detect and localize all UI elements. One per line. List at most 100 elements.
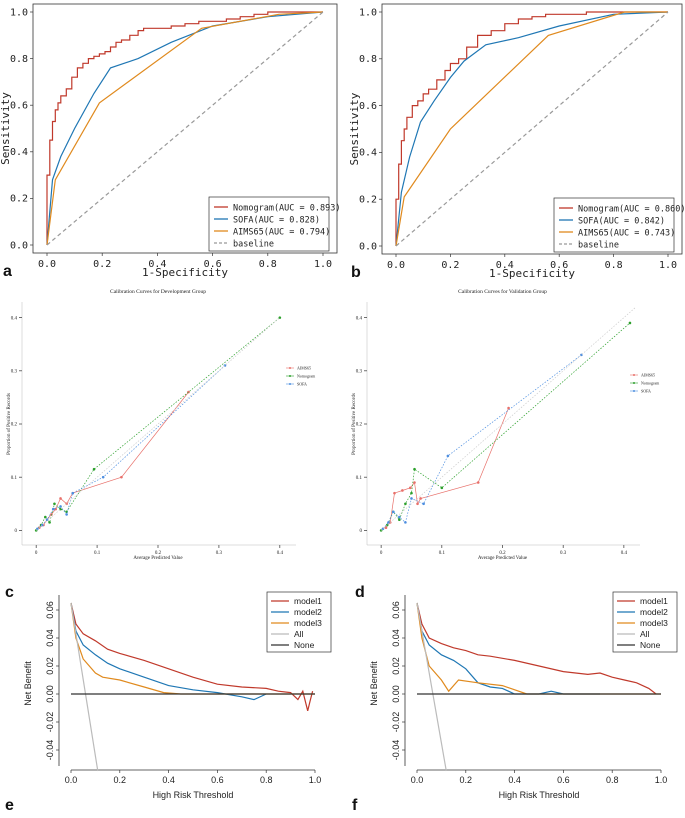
y-axis-label: Sensitivity <box>0 92 12 165</box>
series-line-ideal <box>35 317 281 531</box>
x-tick-label: 1.0 <box>659 260 677 271</box>
x-tick-label: 1.0 <box>309 775 322 785</box>
y-tick-label: 1.0 <box>359 7 377 18</box>
panel-label-a: a <box>3 263 12 280</box>
panel-label-b: b <box>351 264 361 281</box>
data-point-aims65 <box>384 526 388 530</box>
panel-label-c: c <box>5 584 14 601</box>
series-line-model2 <box>416 602 600 695</box>
chart-b: 0.0 0.2 0.4 0.6 0.8 1.0 0.0 0.2 0.4 0.6 0.8 1.0 1-Sp… <box>348 3 685 280</box>
legend-label: AIMS65 <box>297 366 311 371</box>
legend-marker <box>633 382 635 384</box>
x-tick-label: 1.0 <box>655 775 668 785</box>
legend-box <box>612 591 678 653</box>
y-tick-label: 0.06 <box>391 601 401 619</box>
legend-label: SOFA(AUC = 0.842) <box>578 217 665 227</box>
series-line-aims65 <box>39 391 189 528</box>
y-tick-label: 0.02 <box>45 657 55 675</box>
y-tick-label: 0.3 <box>356 369 363 374</box>
legend-box <box>266 591 332 653</box>
series-line-ideal <box>380 306 637 531</box>
x-tick-label: 0.8 <box>606 775 619 785</box>
y-tick-label: 0.2 <box>10 194 28 205</box>
series-line-nomogram <box>395 11 668 246</box>
y-tick-label: 1.0 <box>10 7 28 18</box>
y-tick-label: 0.1 <box>11 476 18 481</box>
data-point-aims65 <box>401 489 404 492</box>
x-axis-label: 1-Specificity <box>489 267 575 280</box>
y-tick-label: 0.2 <box>359 195 377 206</box>
y-tick-label: 0.0 <box>359 241 377 252</box>
plot-frame <box>381 3 683 255</box>
y-tick-label: 0.00 <box>391 685 401 703</box>
x-tick-label: 0.0 <box>38 259 56 270</box>
legend-marker <box>633 374 635 376</box>
data-point-aims65 <box>416 502 419 506</box>
legend-marker <box>289 375 291 377</box>
series-line-nomogram <box>46 11 323 245</box>
x-tick-label: 0.6 <box>211 775 224 785</box>
data-point-sofa <box>101 475 105 479</box>
x-tick-label: 0.2 <box>93 259 111 270</box>
x-tick-label: 0.6 <box>557 775 570 785</box>
legend-label: None <box>640 640 661 650</box>
x-tick-label: 0.2 <box>499 551 506 556</box>
series-line-all <box>416 602 447 772</box>
x-tick-label: 0.6 <box>204 259 222 270</box>
legend-label: All <box>294 629 304 639</box>
y-axis-label: Net Benefit <box>369 661 379 706</box>
legend-label: Nomogram <box>641 381 660 386</box>
data-point-aims65 <box>120 475 123 479</box>
x-tick-label: 1.0 <box>314 259 332 270</box>
data-point-nomogram <box>440 486 444 490</box>
data-point-sofa <box>36 527 39 531</box>
legend-label: model3 <box>294 618 322 628</box>
y-axis-label: Sensitivity <box>348 92 361 165</box>
legend-label: model1 <box>640 596 668 606</box>
x-axis-label: Average Predicted Value <box>133 556 183 561</box>
x-tick-label: 0.8 <box>605 260 623 271</box>
x-tick-label: 0.4 <box>508 775 521 785</box>
x-axis-label: 1-Specificity <box>142 266 228 279</box>
chart-d: 0 0.1 0.2 0.3 0.4 0 0.1 0.2 0.3 0.4 Average Predic… <box>352 288 660 561</box>
data-point-nomogram <box>48 521 51 524</box>
legend-marker <box>289 383 291 385</box>
legend-box <box>208 196 330 252</box>
data-point-sofa <box>51 507 55 511</box>
legend-label: model2 <box>294 607 322 617</box>
y-tick-label: 0.8 <box>10 54 28 65</box>
chart-c: 0 0.1 0.2 0.3 0.4 0 0.1 0.2 0.3 0.4 Average Predic… <box>7 288 316 561</box>
y-tick-label: 0.6 <box>359 101 377 112</box>
y-tick-label: -0.04 <box>391 740 401 761</box>
series-line-nomogram <box>380 322 631 531</box>
y-tick-label: 0.1 <box>356 476 363 481</box>
series-line-all <box>70 602 99 772</box>
y-tick-label: -0.04 <box>45 740 55 761</box>
chart-title: Calibration Curves for Development Group <box>110 288 206 295</box>
x-axis-label: High Risk Threshold <box>153 790 234 800</box>
x-tick-label: 0.4 <box>148 259 166 270</box>
x-tick-label: 0.8 <box>259 259 277 270</box>
x-tick-label: 0.1 <box>439 551 446 556</box>
y-tick-label: 0.04 <box>391 629 401 647</box>
legend-label: model3 <box>640 618 668 628</box>
y-tick-label: 0.4 <box>356 316 363 321</box>
x-tick-label: 0.1 <box>94 551 101 556</box>
x-tick-label: 0.2 <box>114 775 127 785</box>
y-tick-label: 0.3 <box>11 369 18 374</box>
y-tick-label: 0.06 <box>45 601 55 619</box>
data-point-aims65 <box>476 481 480 484</box>
x-tick-label: 0 <box>35 551 38 556</box>
data-point-sofa <box>59 505 62 508</box>
series-line-aims65 <box>46 11 324 246</box>
legend-label: SOFA(AUC = 0.828) <box>233 216 320 226</box>
data-point-nomogram <box>413 467 416 471</box>
legend-label: Nomogram(AUC = 0.860) <box>578 205 685 215</box>
y-tick-label: 0.00 <box>45 685 55 703</box>
legend-marker <box>289 367 291 369</box>
legend-label: AIMS65(AUC = 0.743) <box>578 229 675 239</box>
chart-title: Calibration Curves for Validation Group <box>458 288 547 295</box>
data-point-sofa <box>398 515 401 519</box>
data-point-sofa <box>422 502 425 506</box>
x-tick-label: 0.6 <box>550 260 568 271</box>
